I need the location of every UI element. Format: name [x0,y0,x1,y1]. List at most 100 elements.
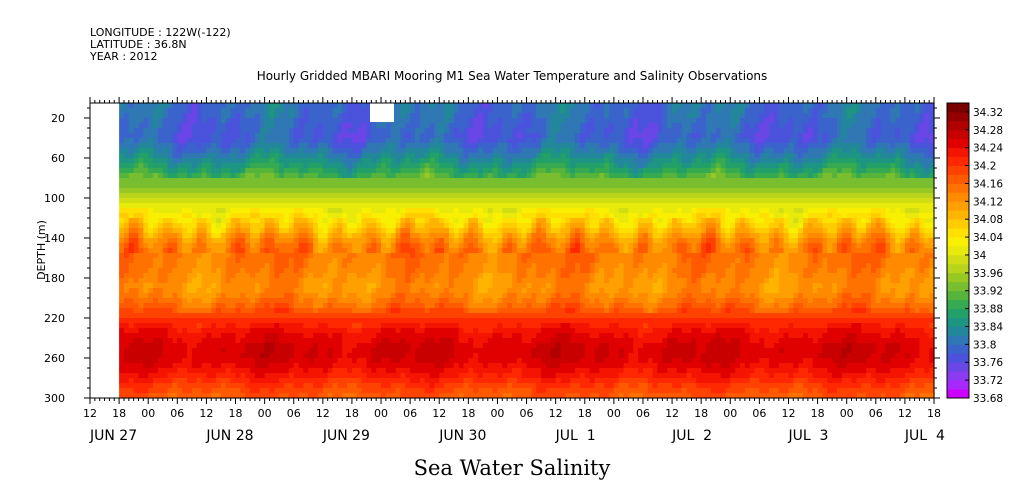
heatmap-cell [487,283,494,289]
heatmap-cell [444,278,450,284]
heatmap-cell [172,288,178,294]
heatmap-cell [381,393,387,399]
heatmap-cell [327,153,334,159]
heatmap-cell [240,278,246,284]
heatmap-cell [211,368,217,374]
heatmap-cell [225,198,232,204]
heatmap-cell [458,153,465,159]
heatmap-cell [143,308,149,314]
heatmap-cell [220,308,227,314]
heatmap-cell [482,358,489,364]
heatmap-cell [521,248,528,254]
heatmap-cell [371,188,377,194]
heatmap-cell [356,118,363,124]
heatmap-cell [516,268,523,274]
heatmap-cell [478,273,484,279]
heatmap-cell [434,143,440,149]
heatmap-cell [191,323,198,329]
heatmap-cell [497,123,503,129]
heatmap-cell [133,178,140,184]
heatmap-cell [230,178,237,184]
heatmap-cell [264,258,271,264]
heatmap-cell [356,303,363,309]
heatmap-cell [298,103,305,109]
heatmap-cell [444,393,450,399]
heatmap-cell [439,128,445,134]
heatmap-cell [264,108,271,114]
heatmap-cell [288,393,295,399]
heatmap-cell [453,153,460,159]
heatmap-cell [395,328,402,334]
heatmap-cell [400,233,406,239]
heatmap-cell [424,273,431,279]
heatmap-cell [157,268,164,274]
heatmap-cell [371,273,377,279]
heatmap-cell [337,148,343,154]
heatmap-cell [429,178,435,184]
heatmap-cell [478,373,484,379]
heatmap-cell [444,348,450,354]
heatmap-cell [128,198,135,204]
heatmap-cell [235,248,241,254]
heatmap-cell [123,108,130,114]
heatmap-cell [468,188,474,194]
heatmap-cell [157,313,164,319]
heatmap-cell [191,148,198,154]
heatmap-cell [128,268,135,274]
heatmap-cell [317,208,324,214]
heatmap-cell [463,223,469,229]
heatmap-cell [347,193,353,199]
heatmap-cell [337,153,343,159]
heatmap-cell [225,228,232,234]
heatmap-cell [356,158,363,164]
heatmap-cell [211,338,217,344]
heatmap-cell [172,363,178,369]
heatmap-cell [201,223,208,229]
heatmap-cell [521,393,528,399]
heatmap-cell [162,363,169,369]
heatmap-cell [478,128,484,134]
heatmap-cell [405,213,411,219]
heatmap-cell [143,358,149,364]
heatmap-cell [400,278,406,284]
heatmap-cell [405,223,411,229]
heatmap-cell [245,263,251,269]
heatmap-cell [332,163,338,169]
heatmap-cell [288,178,295,184]
heatmap-cell [347,358,353,364]
heatmap-cell [298,293,305,299]
heatmap-cell [512,373,518,379]
heatmap-cell [119,138,125,144]
heatmap-cell [371,153,377,159]
heatmap-cell [298,273,305,279]
heatmap-cell [138,258,144,264]
heatmap-cell [526,283,532,289]
heatmap-cell [167,128,174,134]
heatmap-cell [463,153,469,159]
heatmap-cell [284,373,290,379]
heatmap-cell [400,158,406,164]
heatmap-cell [235,238,241,244]
heatmap-cell [342,138,348,144]
heatmap-cell [516,203,523,209]
heatmap-cell [279,228,285,234]
heatmap-cell [182,323,188,329]
heatmap-cell [429,158,435,164]
heatmap-cell [128,128,135,134]
heatmap-cell [463,388,469,394]
heatmap-cell [332,313,338,319]
heatmap-cell [128,333,135,339]
heatmap-cell [361,328,368,334]
heatmap-cell [361,293,368,299]
heatmap-cell [317,288,324,294]
heatmap-cell [250,103,256,109]
heatmap-cell [395,338,402,344]
heatmap-cell [211,358,217,364]
heatmap-cell [361,258,368,264]
heatmap-cell [119,393,125,399]
heatmap-cell [293,153,300,159]
heatmap-cell [361,253,368,259]
heatmap-cell [177,373,183,379]
heatmap-cell [298,323,305,329]
heatmap-cell [220,383,227,389]
